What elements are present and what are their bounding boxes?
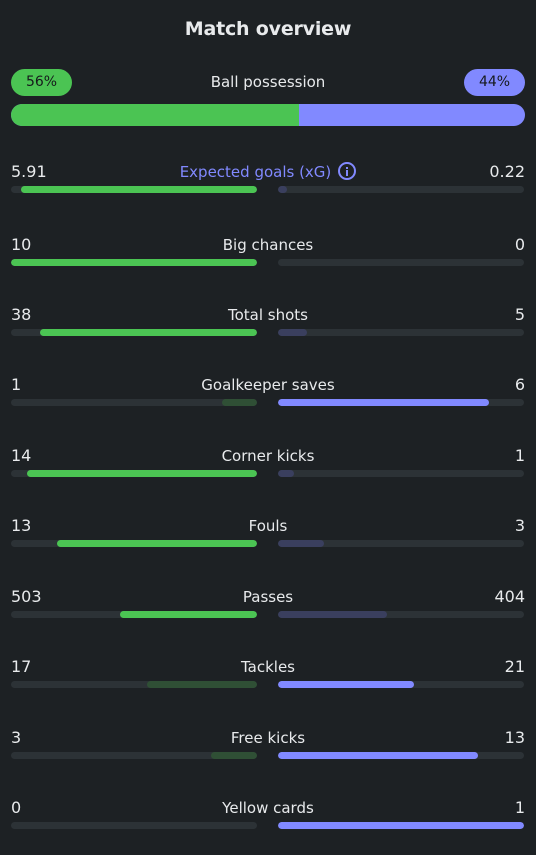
home-stat-track	[11, 540, 257, 547]
stat-label-text: Big chances	[222, 236, 314, 254]
home-value: 17	[11, 657, 32, 676]
stat-row: 13 Fouls 3	[11, 515, 525, 555]
stat-row: 38 Total shots 5	[11, 304, 525, 344]
away-possession-badge: 44%	[464, 69, 525, 96]
away-stat-fill	[278, 822, 524, 829]
away-value: 0	[514, 235, 525, 254]
stat-row: 5.91 Expected goals (xG) 0.22	[11, 161, 525, 201]
home-possession-badge: 56%	[11, 69, 72, 96]
away-stat-track	[278, 186, 524, 193]
away-value: 21	[504, 657, 525, 676]
home-stat-fill	[210, 752, 257, 759]
stat-row: 3 Free kicks 13	[11, 727, 525, 767]
away-stat-fill	[278, 752, 478, 759]
ball-possession-label: Ball possession	[210, 73, 326, 91]
away-stat-fill	[278, 470, 295, 477]
away-stat-fill	[278, 186, 287, 193]
away-value: 6	[514, 375, 525, 394]
stat-label: Tackles	[11, 656, 525, 678]
away-value: 404	[494, 587, 525, 606]
away-value: 3	[514, 516, 525, 535]
home-value: 0	[11, 798, 22, 817]
stat-label-text: Tackles	[240, 658, 296, 676]
ball-possession-header: 56% Ball possession 44%	[11, 69, 525, 96]
stat-label-text: Corner kicks	[221, 447, 315, 465]
stat-label: Free kicks	[11, 727, 525, 749]
stat-label-text: Passes	[242, 588, 294, 606]
home-stat-fill	[57, 540, 257, 547]
home-stat-track	[11, 186, 257, 193]
away-value: 5	[514, 305, 525, 324]
home-stat-track	[11, 470, 257, 477]
home-stat-fill	[221, 399, 257, 406]
stat-label: Corner kicks	[11, 445, 525, 467]
away-stat-track	[278, 259, 524, 266]
stat-row: 1 Goalkeeper saves 6	[11, 374, 525, 414]
home-stat-track	[11, 611, 257, 618]
home-value: 1	[11, 375, 22, 394]
away-value: 0.22	[489, 162, 525, 181]
home-stat-track	[11, 259, 257, 266]
stat-label: Goalkeeper saves	[11, 374, 525, 396]
stat-row: 17 Tackles 21	[11, 656, 525, 696]
stat-label-text: Goalkeeper saves	[201, 376, 335, 394]
info-icon[interactable]	[338, 162, 357, 180]
away-stat-track	[278, 329, 524, 336]
stat-label: Fouls	[11, 515, 525, 537]
stat-label: Passes	[11, 586, 525, 608]
stat-label-text: Free kicks	[230, 729, 306, 747]
home-stat-fill	[20, 186, 257, 193]
away-stat-fill	[278, 329, 307, 336]
home-value: 14	[11, 446, 32, 465]
stat-label-text: Expected goals (xG)	[179, 163, 332, 181]
stat-label-text: Total shots	[228, 306, 308, 324]
home-possession-fill	[11, 104, 299, 126]
home-stat-fill	[27, 470, 257, 477]
stat-label-text: Fouls	[248, 517, 288, 535]
page-title: Match overview	[184, 18, 352, 40]
away-stat-fill	[278, 540, 325, 547]
home-stat-track	[11, 399, 257, 406]
home-stat-fill	[147, 681, 257, 688]
home-stat-track	[11, 752, 257, 759]
away-stat-track	[278, 681, 524, 688]
away-stat-track	[278, 470, 524, 477]
stat-row: 10 Big chances 0	[11, 234, 525, 274]
home-value: 5.91	[11, 162, 47, 181]
ball-possession-bar	[11, 104, 525, 126]
away-value: 1	[514, 798, 525, 817]
home-value: 38	[11, 305, 32, 324]
stat-label-text: Yellow cards	[222, 799, 314, 817]
home-stat-fill	[39, 329, 257, 336]
away-value: 1	[514, 446, 525, 465]
stat-label: Yellow cards	[11, 797, 525, 819]
away-stat-track	[278, 399, 524, 406]
home-stat-fill	[11, 259, 257, 266]
home-stat-track	[11, 681, 257, 688]
away-stat-fill	[278, 681, 415, 688]
away-stat-track	[278, 611, 524, 618]
home-value: 503	[11, 587, 42, 606]
away-value: 13	[504, 728, 525, 747]
stat-row: 0 Yellow cards 1	[11, 797, 525, 837]
home-stat-fill	[120, 611, 257, 618]
home-value: 10	[11, 235, 32, 254]
stat-label: Total shots	[11, 304, 525, 326]
home-value: 3	[11, 728, 22, 747]
home-stat-track	[11, 329, 257, 336]
away-stat-track	[278, 822, 524, 829]
away-stat-fill	[278, 399, 489, 406]
stat-row: 14 Corner kicks 1	[11, 445, 525, 485]
stat-label[interactable]: Expected goals (xG)	[11, 161, 525, 183]
away-stat-track	[278, 540, 524, 547]
home-value: 13	[11, 516, 32, 535]
stat-row: 503 Passes 404	[11, 586, 525, 626]
stat-label: Big chances	[11, 234, 525, 256]
home-stat-track	[11, 822, 257, 829]
away-stat-fill	[278, 611, 388, 618]
away-stat-track	[278, 752, 524, 759]
